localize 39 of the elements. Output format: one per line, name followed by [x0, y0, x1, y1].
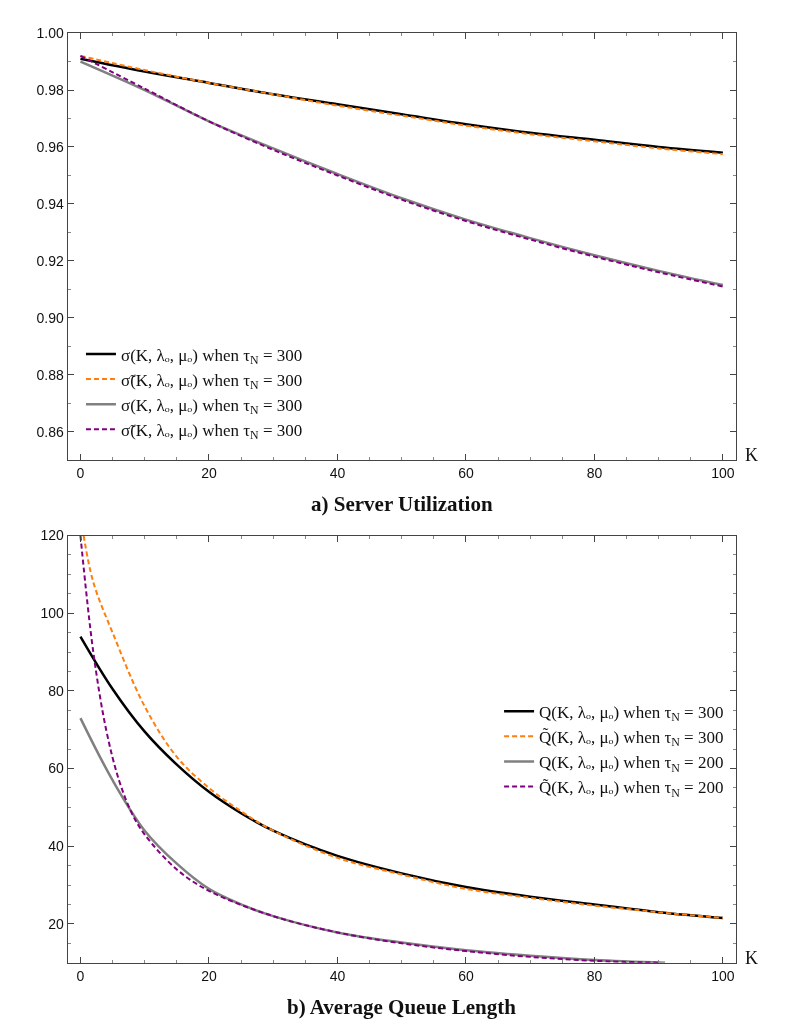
- y-tick-label: 60: [48, 760, 65, 777]
- y-tick-label: 20: [48, 915, 65, 932]
- x-tick-label: 20: [201, 465, 217, 481]
- x-tick-label: 20: [201, 967, 217, 984]
- x-tick-label: 0: [76, 465, 85, 481]
- y-tick-label: 0.96: [36, 138, 65, 155]
- x-tick-label: 0: [76, 967, 85, 984]
- x-tick-label: 60: [458, 465, 474, 481]
- y-tick-label: 0.86: [36, 423, 65, 440]
- y-tick-label: 1.00: [36, 24, 65, 41]
- x-tick-label: 80: [586, 967, 603, 984]
- y-tick-label: 80: [48, 682, 65, 699]
- legend-label: Q(K, λₒ, μₒ) when τ$_{N}$ = 300: [539, 702, 724, 725]
- y-tick-label: 100: [40, 605, 65, 622]
- y-tick-label: 40: [48, 838, 65, 855]
- x-axis-title: K: [745, 445, 758, 465]
- legend-label: σ̃(K, λₒ, μₒ) when τ$_{N}$ = 300: [120, 420, 303, 443]
- legend-label: σ(K, λₒ, μₒ) when τ$_{N}$ = 300: [120, 345, 303, 368]
- legend-label: σ(K, λₒ, μₒ) when τ$_{N}$ = 300: [120, 395, 303, 418]
- x-tick-label: 100: [711, 967, 735, 984]
- text: a) Server Utilization: [311, 492, 493, 516]
- text: b) Average Queue Length: [287, 995, 517, 1019]
- x-tick-label: 60: [458, 967, 474, 984]
- y-tick-label: 120: [40, 527, 65, 544]
- legend-label: σ̃(K, λₒ, μₒ) when τ$_{N}$ = 300: [120, 370, 303, 393]
- legend-label: Q(K, λₒ, μₒ) when τ$_{N}$ = 200: [539, 753, 724, 775]
- line-series: [82, 535, 724, 920]
- y-tick-label: 0.90: [36, 309, 65, 326]
- y-tick-label: 0.92: [36, 252, 65, 269]
- x-tick-label: 100: [711, 465, 735, 481]
- y-tick-label: 0.94: [36, 195, 65, 212]
- x-axis-title: K: [745, 948, 758, 968]
- legend-label: Q̃(K, λₒ, μₒ) when τ$_{N}$ = 200: [539, 778, 724, 800]
- x-tick-label: 40: [329, 465, 346, 481]
- x-tick-label: 80: [586, 465, 603, 481]
- legend-label: Q̃(K, λₒ, μₒ) when τ$_{N}$ = 300: [539, 727, 724, 750]
- x-tick-label: 40: [329, 967, 346, 984]
- y-tick-label: 0.98: [36, 81, 65, 98]
- y-tick-label: 0.88: [36, 366, 65, 383]
